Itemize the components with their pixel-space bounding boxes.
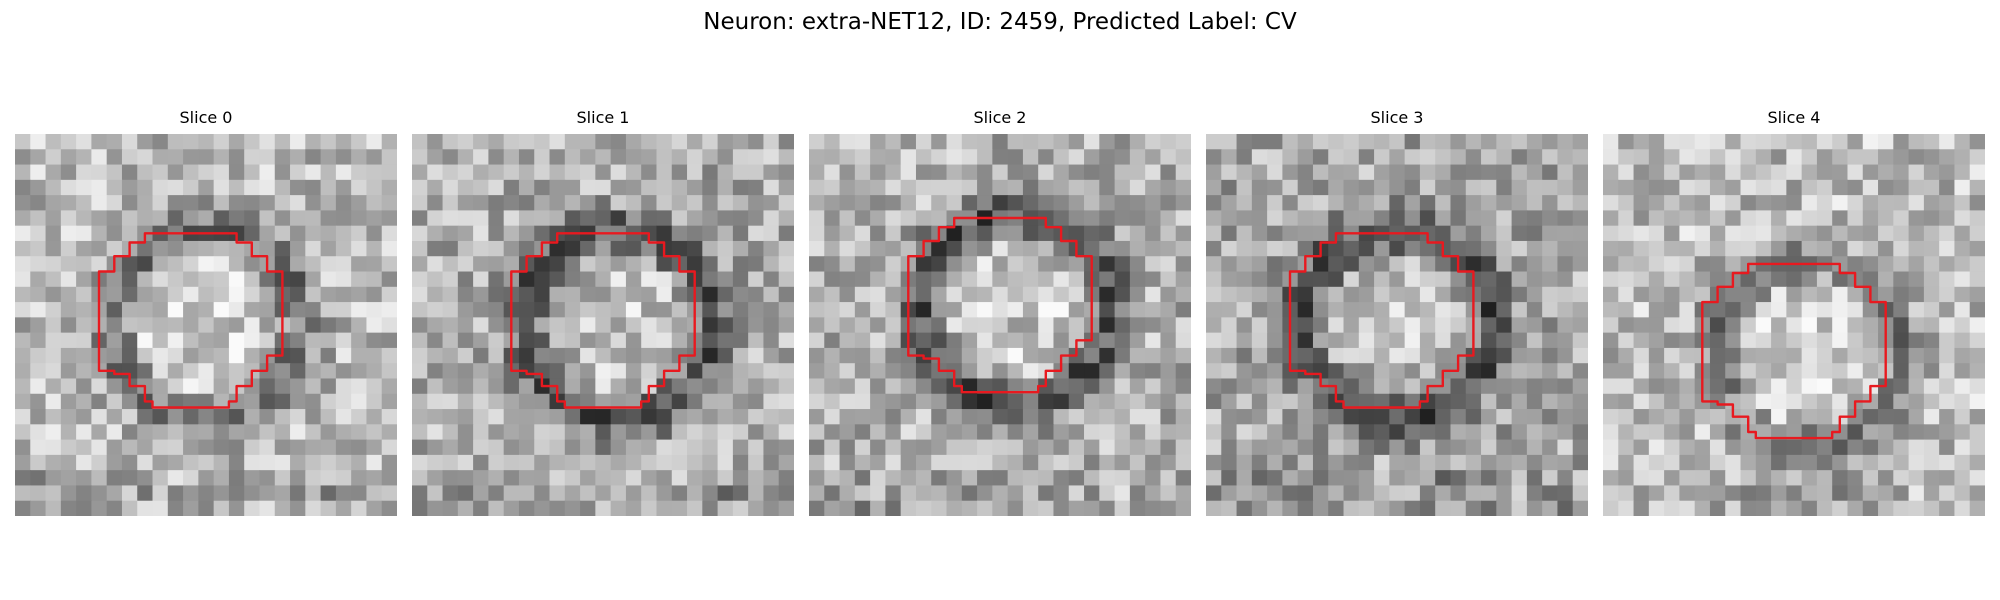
pixel-grid <box>1603 134 1985 516</box>
pixel-grid <box>412 134 794 516</box>
pixel-grid <box>1206 134 1588 516</box>
segmentation-contour <box>1701 262 1887 440</box>
slice-image <box>1603 134 1985 516</box>
panel-slice-0: Slice 0 <box>15 108 397 526</box>
panel-slice-1: Slice 1 <box>412 108 794 526</box>
pixel-grid <box>15 134 397 516</box>
segmentation-contour <box>97 232 284 409</box>
slice-image <box>412 134 794 516</box>
panel-slice-4: Slice 4 <box>1603 108 1985 526</box>
figure-title: Neuron: extra-NET12, ID: 2459, Predicted… <box>703 9 1297 35</box>
panel-slice-3: Slice 3 <box>1206 108 1588 526</box>
panel-title: Slice 3 <box>1370 108 1424 127</box>
segmentation-contour <box>1288 232 1475 409</box>
panel-slice-2: Slice 2 <box>809 108 1191 526</box>
slice-image <box>15 134 397 516</box>
panel-title: Slice 1 <box>576 108 630 127</box>
segmentation-contour <box>907 216 1093 394</box>
slice-image <box>809 134 1191 516</box>
pixel-grid <box>809 134 1191 516</box>
slice-image <box>1206 134 1588 516</box>
panel-title: Slice 2 <box>973 108 1027 127</box>
panel-title: Slice 4 <box>1767 108 1821 127</box>
panel-title: Slice 0 <box>179 108 233 127</box>
segmentation-contour <box>510 232 696 409</box>
